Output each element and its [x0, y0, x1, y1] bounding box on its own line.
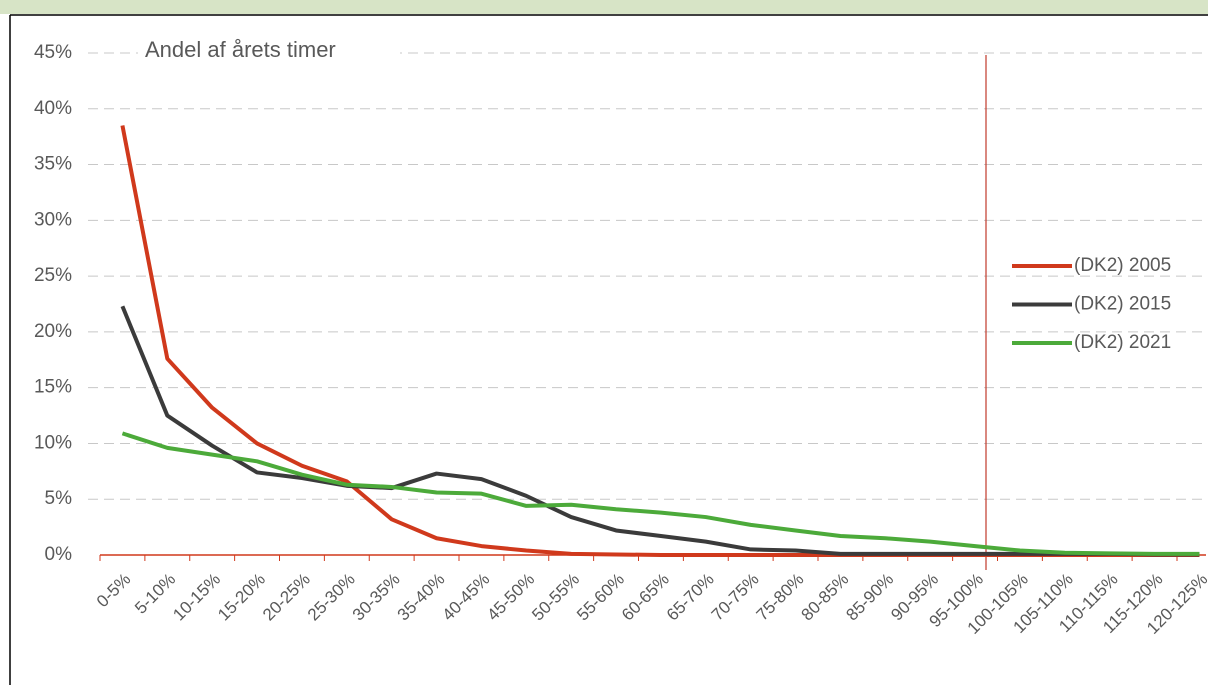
x-tick-label: 85-90%: [842, 570, 897, 625]
y-tick-label: 15%: [34, 377, 72, 398]
y-tick-label: 5%: [45, 488, 73, 509]
legend-label: (DK2) 2021: [1074, 332, 1171, 353]
y-tick-label: 0%: [45, 544, 73, 565]
y-tick-label: 20%: [34, 321, 72, 342]
x-tick-label: 15-20%: [214, 570, 269, 625]
x-tick-label: 50-55%: [528, 570, 583, 625]
x-tick-label: 35-40%: [394, 570, 449, 625]
x-tick-label: 30-35%: [349, 570, 404, 625]
x-tick-label: 10-15%: [169, 570, 224, 625]
x-tick-label: 75-80%: [753, 570, 808, 625]
x-tick-label: 80-85%: [798, 570, 853, 625]
x-tick-label: 40-45%: [439, 570, 494, 625]
y-tick-label: 25%: [34, 265, 72, 286]
header-strip: [0, 0, 1208, 14]
x-tick-label: 45-50%: [483, 570, 538, 625]
x-tick-label: 25-30%: [304, 570, 359, 625]
x-tick-label: 65-70%: [663, 570, 718, 625]
annotation: Andel af årets timer: [145, 37, 336, 62]
x-tick-label: 55-60%: [573, 570, 628, 625]
y-tick-label: 35%: [34, 154, 72, 175]
y-tick-label: 40%: [34, 98, 72, 119]
annotation-bg: [138, 34, 400, 68]
y-tick-label: 30%: [34, 209, 72, 230]
grid: [88, 52, 1206, 500]
series-line: [120, 305, 1200, 557]
series-line: [120, 125, 1200, 557]
x-tick-label: 20-25%: [259, 570, 314, 625]
series-line: [121, 431, 1200, 556]
x-tick-label: 0-5%: [93, 570, 134, 611]
x-tick-label: 60-65%: [618, 570, 673, 625]
legend-label: (DK2) 2005: [1074, 255, 1171, 276]
y-tick-label: 45%: [34, 42, 72, 63]
y-tick-label: 10%: [34, 432, 72, 453]
x-tick-label: 70-75%: [708, 570, 763, 625]
legend-label: (DK2) 2015: [1074, 294, 1171, 315]
